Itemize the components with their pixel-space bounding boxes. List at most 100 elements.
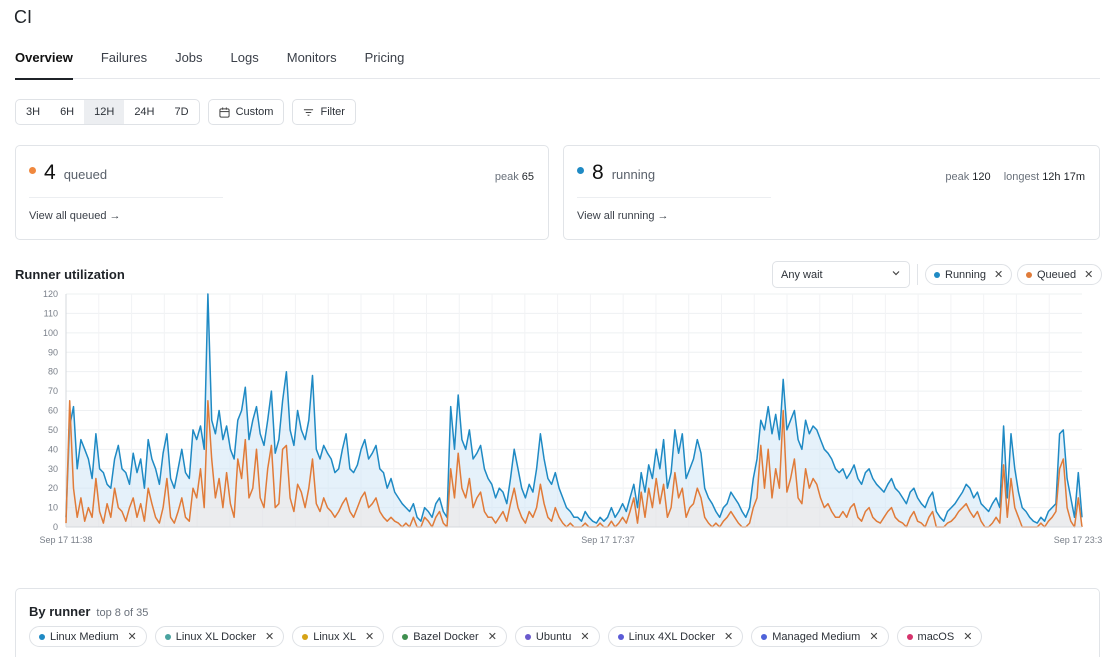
custom-range-button[interactable]: Custom bbox=[207, 99, 285, 125]
runner-utilization-chart: 0 10 20 30 40 50 60 70 80 90 100 110 120 Sep 17 11:38… bbox=[40, 289, 1103, 545]
close-icon[interactable]: ✕ bbox=[1084, 269, 1094, 281]
by-runner-subtitle: top 8 of 35 bbox=[96, 607, 149, 619]
time-toolbar: 3H 6H 12H 24H 7D Custom Filter bbox=[15, 99, 356, 125]
y-tick-label: 110 bbox=[44, 308, 58, 318]
wait-select-value: Any wait bbox=[781, 268, 823, 281]
y-tick-label: 120 bbox=[43, 289, 58, 299]
view-all-running-link[interactable]: View all running → bbox=[577, 210, 669, 222]
by-runner-title: By runner top 8 of 35 bbox=[29, 604, 148, 619]
x-tick-label: Sep 17 11:38 bbox=[40, 535, 93, 545]
runner-chip[interactable]: Linux Medium ✕ bbox=[29, 626, 147, 647]
page-title: CI bbox=[14, 7, 32, 27]
queued-metric: 4 queued bbox=[29, 161, 107, 185]
queued-dot-icon bbox=[29, 167, 36, 174]
running-longest-label: longest bbox=[1003, 171, 1040, 183]
queued-filter-chip[interactable]: Queued ✕ bbox=[1017, 264, 1103, 285]
runner-chip-label: Ubuntu bbox=[535, 630, 572, 643]
queued-card: 4 queued peak 65 View all queued → bbox=[15, 145, 549, 240]
range-7d-button[interactable]: 7D bbox=[174, 106, 189, 118]
tab-overview[interactable]: Overview bbox=[15, 38, 73, 80]
runner-dot-icon bbox=[617, 633, 624, 640]
close-icon[interactable]: ✕ bbox=[127, 631, 137, 643]
runner-chip[interactable]: Ubuntu ✕ bbox=[514, 626, 600, 647]
y-tick-label: 50 bbox=[48, 425, 58, 435]
y-tick-label: 90 bbox=[48, 347, 58, 357]
runner-chip-label: Managed Medium bbox=[772, 630, 861, 643]
running-card: 8 running peak 120 longest 12h 17m View al… bbox=[563, 145, 1100, 240]
tab-logs[interactable]: Logs bbox=[230, 50, 259, 65]
runner-chip-label: Bazel Docker bbox=[413, 630, 479, 643]
close-icon[interactable]: ✕ bbox=[869, 631, 879, 643]
y-tick-label: 80 bbox=[48, 367, 58, 377]
tab-monitors[interactable]: Monitors bbox=[286, 50, 337, 65]
running-label: running bbox=[611, 167, 656, 182]
y-tick-label: 20 bbox=[48, 483, 58, 493]
divider bbox=[917, 264, 918, 285]
runner-dot-icon bbox=[302, 633, 309, 640]
queued-label: queued bbox=[63, 167, 108, 182]
close-icon[interactable]: ✕ bbox=[993, 269, 1004, 281]
range-24h-button[interactable]: 24H bbox=[134, 106, 155, 118]
time-range-selector: 3H 6H 12H 24H 7D bbox=[15, 99, 200, 125]
runner-chip[interactable]: macOS ✕ bbox=[896, 626, 983, 647]
x-tick-label: Sep 17 23:3 bbox=[1054, 535, 1103, 545]
by-runner-card: By runner top 8 of 35 Linux Medium ✕ Linux … bbox=[15, 588, 1100, 657]
divider bbox=[29, 197, 223, 198]
view-all-queued-link[interactable]: View all queued → bbox=[29, 210, 121, 222]
range-3h-button[interactable]: 3H bbox=[26, 106, 41, 118]
y-tick-label: 40 bbox=[48, 444, 58, 454]
tab-bar: Overview Failures Jobs Logs Monitors Pri… bbox=[15, 38, 1100, 80]
running-peak: peak 120 longest 12h 17m bbox=[945, 171, 1085, 183]
running-chip-label: Running bbox=[945, 268, 986, 281]
filter-label: Filter bbox=[320, 106, 345, 118]
running-peak-label: peak bbox=[945, 171, 970, 183]
filter-button[interactable]: Filter bbox=[292, 99, 356, 125]
custom-range-label: Custom bbox=[235, 106, 274, 118]
queued-peak-label: peak bbox=[494, 171, 519, 183]
runner-dot-icon bbox=[906, 633, 913, 640]
close-icon[interactable]: ✕ bbox=[487, 631, 497, 643]
queued-peak-value: 65 bbox=[521, 171, 534, 183]
queued-peak: peak 65 bbox=[495, 171, 534, 183]
runner-chip-label: Linux XL bbox=[313, 630, 357, 643]
running-metric: 8 running bbox=[577, 161, 655, 185]
close-icon[interactable]: ✕ bbox=[724, 631, 734, 643]
runner-dot-icon bbox=[761, 633, 768, 640]
divider bbox=[577, 197, 771, 198]
running-dot-icon bbox=[934, 271, 940, 278]
close-icon[interactable]: ✕ bbox=[580, 631, 590, 643]
runner-chip[interactable]: Linux XL ✕ bbox=[292, 626, 385, 647]
y-tick-label: 60 bbox=[48, 406, 58, 416]
chevron-down-icon bbox=[891, 268, 901, 281]
tab-pricing[interactable]: Pricing bbox=[364, 50, 405, 65]
queued-count: 4 bbox=[44, 161, 56, 184]
y-tick-label: 10 bbox=[48, 503, 58, 513]
utilization-title: Runner utilization bbox=[15, 267, 125, 282]
close-icon[interactable]: ✕ bbox=[963, 631, 973, 643]
range-12h-button[interactable]: 12H bbox=[84, 100, 125, 124]
runner-chip[interactable]: Managed Medium ✕ bbox=[751, 626, 889, 647]
queued-dot-icon bbox=[1026, 271, 1032, 278]
by-runner-heading: By runner bbox=[29, 604, 91, 619]
wait-select[interactable]: Any wait bbox=[772, 261, 910, 288]
runner-chip-label: Linux XL Docker bbox=[175, 630, 257, 643]
series-area-running bbox=[66, 294, 1082, 527]
tab-jobs[interactable]: Jobs bbox=[175, 50, 203, 65]
close-icon[interactable]: ✕ bbox=[365, 631, 375, 643]
series-line-running bbox=[65, 293, 1083, 524]
close-icon[interactable]: ✕ bbox=[265, 631, 275, 643]
range-6h-button[interactable]: 6H bbox=[60, 106, 75, 118]
runner-dot-icon bbox=[402, 633, 409, 640]
runner-chip[interactable]: Bazel Docker ✕ bbox=[392, 626, 507, 647]
running-dot-icon bbox=[577, 167, 584, 174]
running-peak-value: 120 bbox=[972, 171, 991, 183]
runner-chip[interactable]: Linux XL Docker ✕ bbox=[154, 626, 285, 647]
runner-dot-icon bbox=[164, 633, 171, 640]
tab-failures[interactable]: Failures bbox=[100, 50, 148, 65]
queued-chip-label: Queued bbox=[1037, 268, 1077, 281]
runner-chip[interactable]: Linux 4XL Docker ✕ bbox=[607, 626, 744, 647]
runner-chip-label: Linux 4XL Docker bbox=[628, 630, 716, 643]
filter-icon bbox=[303, 107, 314, 118]
running-filter-chip[interactable]: Running ✕ bbox=[925, 264, 1013, 285]
runner-dot-icon bbox=[524, 633, 531, 640]
